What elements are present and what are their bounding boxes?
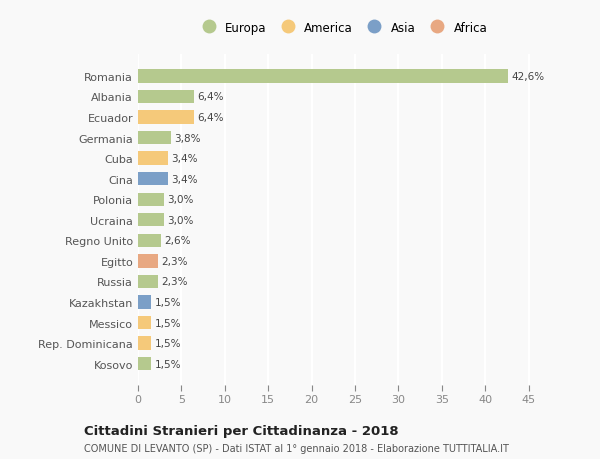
- Bar: [138, 193, 164, 207]
- Text: 1,5%: 1,5%: [154, 338, 181, 348]
- Bar: [138, 70, 508, 84]
- Bar: [138, 132, 171, 145]
- Text: 1,5%: 1,5%: [154, 359, 181, 369]
- Bar: [138, 357, 151, 370]
- Bar: [138, 337, 151, 350]
- Bar: [138, 234, 161, 247]
- Text: 3,0%: 3,0%: [167, 195, 194, 205]
- Text: 2,3%: 2,3%: [161, 256, 188, 266]
- Bar: [138, 111, 194, 124]
- Bar: [138, 90, 194, 104]
- Text: 2,3%: 2,3%: [161, 277, 188, 287]
- Text: 42,6%: 42,6%: [511, 72, 544, 82]
- Text: 3,8%: 3,8%: [175, 133, 201, 143]
- Text: 6,4%: 6,4%: [197, 113, 224, 123]
- Text: COMUNE DI LEVANTO (SP) - Dati ISTAT al 1° gennaio 2018 - Elaborazione TUTTITALIA: COMUNE DI LEVANTO (SP) - Dati ISTAT al 1…: [84, 443, 509, 453]
- Bar: [138, 173, 167, 186]
- Legend: Europa, America, Asia, Africa: Europa, America, Asia, Africa: [193, 18, 491, 38]
- Bar: [138, 275, 158, 289]
- Text: 1,5%: 1,5%: [154, 297, 181, 308]
- Bar: [138, 213, 164, 227]
- Bar: [138, 152, 167, 165]
- Text: 6,4%: 6,4%: [197, 92, 224, 102]
- Text: Cittadini Stranieri per Cittadinanza - 2018: Cittadini Stranieri per Cittadinanza - 2…: [84, 425, 398, 437]
- Text: 3,4%: 3,4%: [171, 174, 197, 185]
- Text: 3,0%: 3,0%: [167, 215, 194, 225]
- Text: 1,5%: 1,5%: [154, 318, 181, 328]
- Text: 2,6%: 2,6%: [164, 236, 191, 246]
- Bar: [138, 296, 151, 309]
- Bar: [138, 255, 158, 268]
- Text: 3,4%: 3,4%: [171, 154, 197, 164]
- Bar: [138, 316, 151, 330]
